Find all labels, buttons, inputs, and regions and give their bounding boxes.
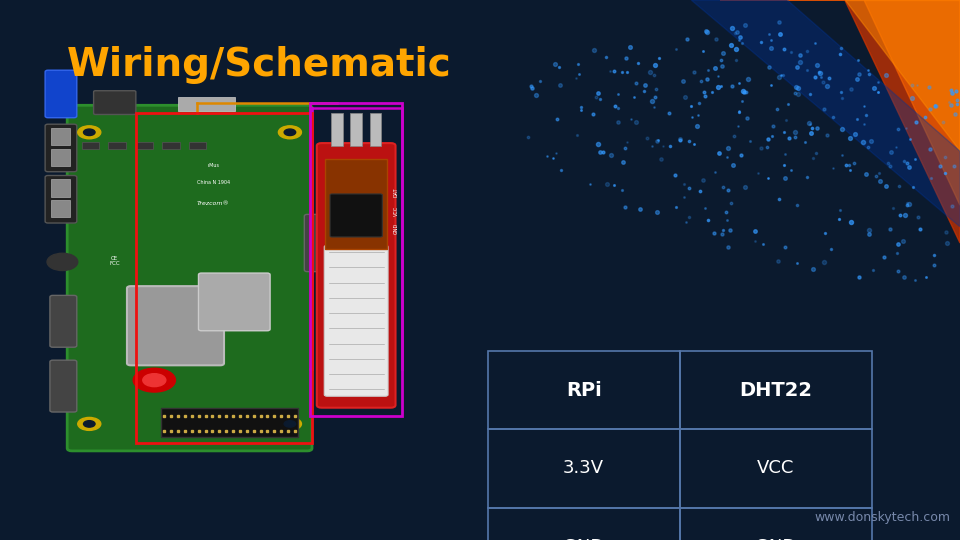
Circle shape <box>84 129 95 136</box>
FancyBboxPatch shape <box>317 143 396 408</box>
FancyBboxPatch shape <box>178 97 235 111</box>
Text: www.donskytech.com: www.donskytech.com <box>814 511 950 524</box>
FancyBboxPatch shape <box>199 273 270 330</box>
FancyBboxPatch shape <box>127 286 224 365</box>
FancyBboxPatch shape <box>135 143 153 149</box>
FancyBboxPatch shape <box>51 128 70 145</box>
FancyBboxPatch shape <box>162 143 180 149</box>
Text: DAT: DAT <box>394 187 398 197</box>
Bar <box>488 351 680 429</box>
FancyBboxPatch shape <box>45 124 77 172</box>
Bar <box>680 508 872 540</box>
Text: DHT22: DHT22 <box>739 381 812 400</box>
Bar <box>488 508 680 540</box>
Circle shape <box>143 374 166 387</box>
Circle shape <box>78 126 101 139</box>
Circle shape <box>284 129 296 136</box>
FancyBboxPatch shape <box>82 143 99 149</box>
Circle shape <box>278 126 301 139</box>
Circle shape <box>133 368 176 392</box>
Bar <box>680 429 872 508</box>
Circle shape <box>284 421 296 427</box>
FancyBboxPatch shape <box>189 143 206 149</box>
Text: GND: GND <box>756 538 796 540</box>
FancyBboxPatch shape <box>51 148 70 166</box>
Text: GND: GND <box>394 223 398 234</box>
Text: CE
FCC: CE FCC <box>109 255 120 266</box>
Bar <box>135 113 312 443</box>
Text: VCC: VCC <box>757 460 794 477</box>
Text: VCC: VCC <box>394 206 398 215</box>
FancyBboxPatch shape <box>67 105 312 451</box>
FancyBboxPatch shape <box>51 200 70 217</box>
FancyBboxPatch shape <box>50 295 77 347</box>
Polygon shape <box>720 0 960 243</box>
FancyBboxPatch shape <box>108 143 126 149</box>
Bar <box>350 113 362 146</box>
Bar <box>331 113 343 146</box>
FancyBboxPatch shape <box>51 179 70 197</box>
FancyBboxPatch shape <box>324 245 388 396</box>
FancyBboxPatch shape <box>94 91 136 114</box>
Text: China N 1904: China N 1904 <box>197 180 229 185</box>
Circle shape <box>84 421 95 427</box>
Bar <box>680 351 872 429</box>
Circle shape <box>78 417 101 430</box>
FancyBboxPatch shape <box>161 408 298 437</box>
Text: 3.3V: 3.3V <box>564 460 604 477</box>
Text: Trezcom®: Trezcom® <box>197 201 229 206</box>
FancyBboxPatch shape <box>45 70 77 118</box>
Bar <box>370 113 381 146</box>
FancyBboxPatch shape <box>325 159 387 249</box>
FancyBboxPatch shape <box>304 214 331 272</box>
Text: rMus: rMus <box>207 163 219 168</box>
FancyBboxPatch shape <box>45 176 77 223</box>
FancyBboxPatch shape <box>50 360 77 412</box>
Polygon shape <box>691 0 960 227</box>
FancyBboxPatch shape <box>330 194 382 237</box>
Polygon shape <box>787 0 960 205</box>
Circle shape <box>47 253 78 271</box>
Text: RPi: RPi <box>565 381 602 400</box>
Text: GND: GND <box>564 538 604 540</box>
Circle shape <box>278 417 301 430</box>
Text: Wiring/Schematic: Wiring/Schematic <box>67 46 452 84</box>
Bar <box>488 429 680 508</box>
Bar <box>310 103 402 416</box>
Polygon shape <box>845 0 960 151</box>
